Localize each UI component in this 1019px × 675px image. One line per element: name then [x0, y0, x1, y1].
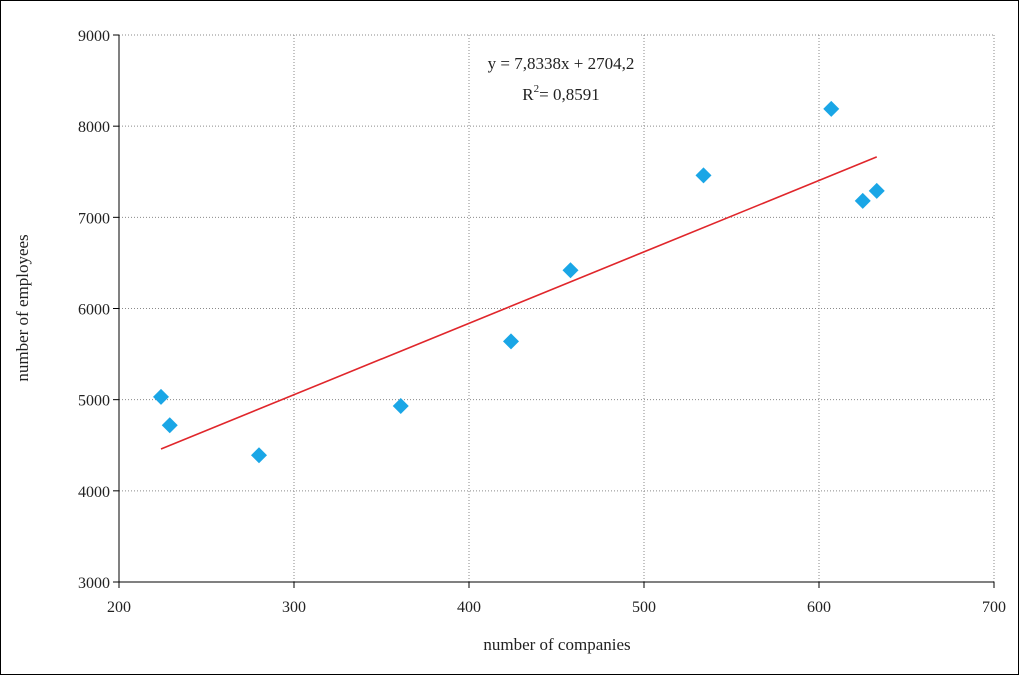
y-tick-label: 8000 — [78, 119, 110, 136]
grid-lines — [119, 34, 995, 582]
trendline — [160, 156, 878, 450]
data-point — [153, 388, 169, 405]
data-point — [503, 333, 519, 350]
r-squared-exponent: 2 — [534, 83, 540, 95]
y-axis-title: number of employees — [13, 234, 32, 381]
r-squared-label: R2= 0,8591 — [522, 83, 599, 104]
trendline-group — [160, 156, 878, 450]
tick-labels: 200 300 400 500 600 700 3000 4000 5000 6000 7000 80… — [78, 28, 1006, 616]
data-point — [251, 447, 267, 464]
data-point — [695, 167, 712, 184]
x-axis-title: number of companies — [483, 635, 630, 654]
x-tick-label: 700 — [982, 599, 1006, 616]
axes — [113, 34, 995, 588]
r-squared-prefix: R — [522, 85, 534, 104]
y-tick-label: 9000 — [78, 28, 110, 45]
data-point — [161, 417, 178, 434]
data-point — [854, 192, 871, 209]
data-point — [868, 182, 885, 199]
x-tick-label: 600 — [807, 599, 831, 616]
data-point — [823, 100, 840, 117]
data-point — [562, 262, 579, 279]
x-tick-label: 500 — [632, 599, 656, 616]
x-tick-label: 200 — [107, 599, 131, 616]
data-points — [153, 100, 885, 464]
y-tick-label: 4000 — [78, 484, 110, 501]
data-point — [392, 398, 409, 415]
y-tick-label: 7000 — [78, 210, 110, 227]
y-tick-label: 3000 — [78, 575, 110, 592]
trendline-equation: y = 7,8338x + 2704,2 — [488, 54, 635, 73]
y-tick-label: 6000 — [78, 302, 110, 319]
x-tick-label: 300 — [282, 599, 306, 616]
y-tick-label: 5000 — [78, 393, 110, 410]
r-squared-value: = 0,8591 — [539, 85, 600, 104]
x-tick-label: 400 — [457, 599, 481, 616]
